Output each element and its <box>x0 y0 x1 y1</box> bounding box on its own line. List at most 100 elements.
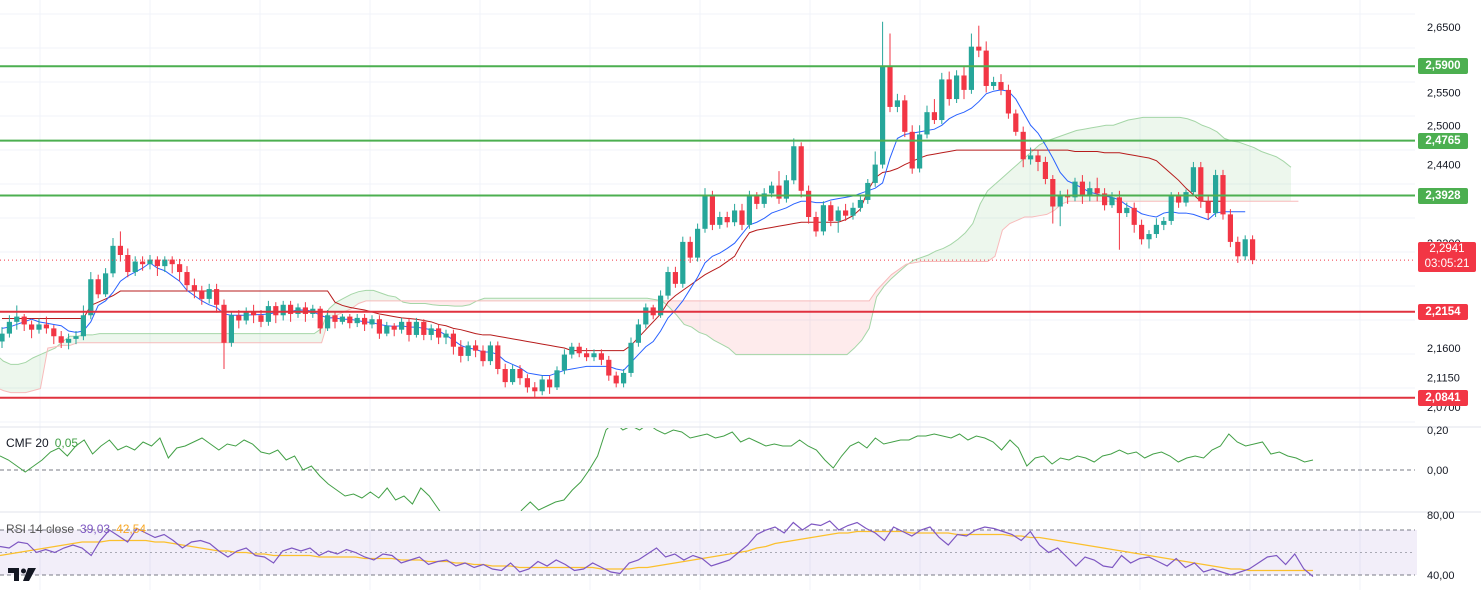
candle <box>1020 126 1026 168</box>
cloud-segment <box>499 298 507 301</box>
candle-body <box>532 387 538 392</box>
price-tick-label: 2,1600 <box>1427 343 1461 355</box>
candle-body <box>117 245 123 255</box>
price-axis[interactable]: 2,65002,55002,50002,44002,32002,16002,11… <box>1427 22 1461 414</box>
candle <box>177 258 183 282</box>
candle-body <box>761 193 767 204</box>
cloud-segment <box>573 298 581 301</box>
candle <box>569 342 575 359</box>
cloud-segment <box>965 223 973 262</box>
candle <box>1242 235 1248 261</box>
candle-body <box>73 336 79 339</box>
cloud-segment <box>1202 125 1210 202</box>
candle-body <box>820 205 826 232</box>
candle-body <box>347 316 353 324</box>
candle <box>998 74 1004 96</box>
candle-body <box>880 66 886 165</box>
cloud-segment <box>440 300 448 306</box>
candle-body <box>1087 188 1093 197</box>
candle <box>739 203 745 231</box>
cloud-segment <box>114 333 122 343</box>
cloud-segment <box>454 300 463 307</box>
candle-body <box>902 100 908 132</box>
cloud-segment <box>565 298 574 301</box>
candle <box>880 21 886 169</box>
candle <box>961 66 967 100</box>
candle-body <box>584 353 590 358</box>
candle <box>695 223 701 262</box>
candle <box>1102 188 1108 211</box>
candle <box>517 365 523 385</box>
cloud-segment <box>602 298 611 301</box>
candle <box>1116 190 1122 250</box>
cloud-segment <box>810 300 818 355</box>
candle <box>6 315 12 338</box>
candle-body <box>103 273 109 295</box>
candle <box>724 211 730 228</box>
candle <box>132 256 138 276</box>
candle <box>576 342 582 358</box>
candle-body <box>88 279 94 316</box>
cloud-segment <box>1165 117 1173 202</box>
cloud-segment <box>588 298 596 301</box>
candle <box>672 266 678 288</box>
candle-body <box>865 182 871 200</box>
candle-body <box>406 321 412 335</box>
candle-body <box>495 345 501 369</box>
candle-body <box>1168 196 1174 221</box>
candle <box>1035 150 1041 172</box>
candle <box>214 283 220 313</box>
candle <box>332 311 338 329</box>
candle <box>1005 84 1011 119</box>
cloud-segment <box>255 333 263 343</box>
candle-body <box>1109 197 1115 206</box>
candle <box>835 206 841 233</box>
cloud-segment <box>232 333 241 343</box>
candle <box>325 310 331 331</box>
candle <box>110 237 116 278</box>
candle-body <box>228 315 234 343</box>
candle-body <box>783 180 789 199</box>
tenkan-line <box>1 89 1246 377</box>
cmf-legend[interactable]: CMF 20 0,05 <box>6 436 78 450</box>
ichimoku-cloud <box>0 116 1299 394</box>
candle <box>317 306 323 334</box>
candle-body <box>946 79 952 100</box>
candle-body <box>295 307 301 314</box>
cloud-segment <box>1098 125 1106 202</box>
candle <box>931 99 937 124</box>
candle <box>1028 147 1034 165</box>
cloud-segment <box>1157 117 1166 202</box>
candle-body <box>621 372 627 384</box>
cloud-segment <box>632 298 640 301</box>
candle-body <box>1057 196 1063 207</box>
cloud-segment <box>595 298 603 301</box>
candle <box>857 194 863 212</box>
cloud-segment <box>129 333 137 343</box>
cloud-segment <box>1002 171 1010 231</box>
candle-body <box>147 259 153 265</box>
cloud-segment <box>921 255 929 262</box>
cloud-segment <box>1009 164 1018 224</box>
candle <box>95 274 101 299</box>
candle-body <box>399 321 405 330</box>
rsi-legend[interactable]: RSI 14 close 39,03 42,54 <box>6 522 146 536</box>
cloud-segment <box>832 300 840 355</box>
cloud-segment <box>432 300 440 306</box>
cloud-segment <box>1180 117 1188 202</box>
candle-body <box>1079 181 1085 197</box>
cloud-segment <box>210 333 218 343</box>
candle <box>376 315 382 339</box>
cloud-segment <box>358 290 366 304</box>
cloud-segment <box>802 300 810 355</box>
cmf-tick-label: 0,20 <box>1427 425 1448 437</box>
tradingview-logo[interactable] <box>8 566 40 587</box>
candle <box>1205 196 1211 220</box>
candle <box>29 320 35 339</box>
cloud-segment <box>247 333 255 343</box>
candle-body <box>236 315 242 321</box>
cloud-segment <box>1113 122 1121 202</box>
candle-body <box>480 350 486 362</box>
candle-body <box>561 354 567 371</box>
